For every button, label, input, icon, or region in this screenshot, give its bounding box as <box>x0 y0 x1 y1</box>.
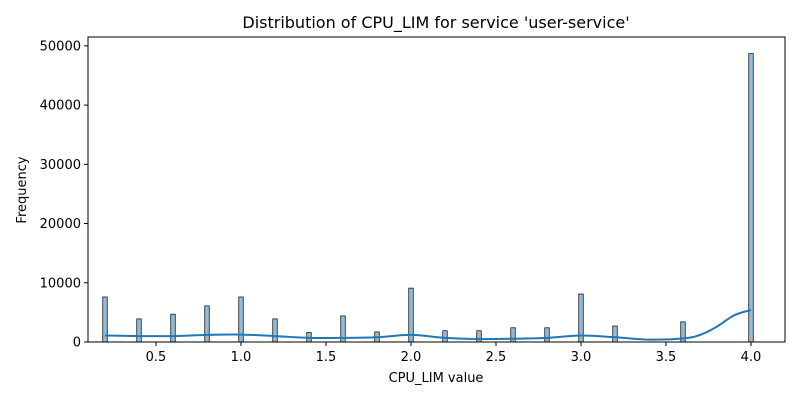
x-tick-label: 1.0 <box>231 350 252 365</box>
histogram-bar <box>136 318 142 343</box>
x-tick-label: 2.5 <box>486 350 507 365</box>
histogram-bar <box>170 313 176 343</box>
kde-curve <box>104 309 752 341</box>
histogram-bar <box>748 53 754 343</box>
x-tick-label: 3.5 <box>656 350 677 365</box>
x-tick-label: 3.0 <box>571 350 592 365</box>
chart-title: Distribution of CPU_LIM for service 'use… <box>242 13 629 33</box>
x-tick-label: 0.5 <box>146 350 167 365</box>
x-axis-ticks: 0.5 1.0 1.5 2.0 2.5 3.0 3.5 4.0 <box>146 342 762 365</box>
histogram-bar <box>510 327 516 343</box>
histogram-bar <box>544 327 550 343</box>
y-tick-label: 50000 <box>40 39 81 54</box>
histogram-bar <box>204 305 210 343</box>
y-tick-label: 20000 <box>40 217 81 232</box>
histogram-bar <box>612 325 618 343</box>
histogram-bar <box>272 318 278 343</box>
y-tick-label: 0 <box>73 336 81 351</box>
x-tick-label: 2.0 <box>401 350 422 365</box>
x-tick-label: 1.5 <box>316 350 337 365</box>
x-tick-label: 4.0 <box>741 350 762 365</box>
y-tick-label: 10000 <box>40 276 81 291</box>
x-axis-label: CPU_LIM value <box>389 371 484 386</box>
y-axis-ticks: 0 10000 20000 30000 40000 50000 <box>40 39 88 351</box>
y-axis-label: Frequency <box>15 156 30 223</box>
bars-layer <box>102 53 754 343</box>
y-tick-label: 30000 <box>40 158 81 173</box>
histogram-bar <box>442 330 448 343</box>
y-tick-label: 40000 <box>40 99 81 114</box>
plot-frame <box>87 36 786 343</box>
histogram-bar <box>476 330 482 343</box>
